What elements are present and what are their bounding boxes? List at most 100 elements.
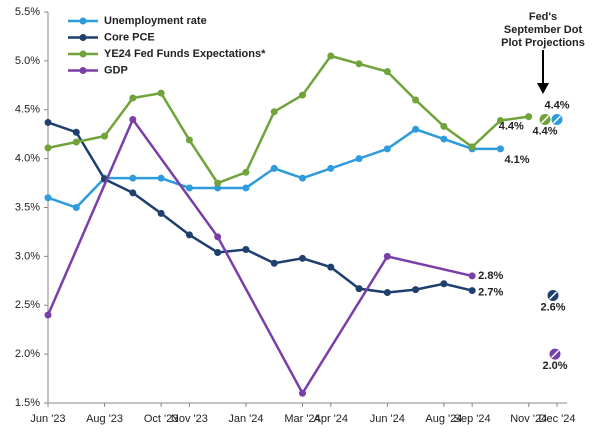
- series-line: [47, 54, 529, 185]
- data-point: [270, 164, 278, 172]
- data-point: [214, 184, 222, 192]
- data-point: [299, 389, 306, 397]
- x-tick-label: Nov '23: [171, 413, 208, 425]
- data-point: [496, 117, 504, 125]
- y-tick-label: 5.5%: [15, 6, 40, 18]
- data-point: [299, 174, 306, 182]
- data-point: [157, 174, 165, 182]
- data-point: [525, 113, 533, 121]
- projection-hatch: [548, 291, 558, 300]
- data-point: [270, 108, 278, 116]
- data-point: [129, 189, 137, 197]
- data-point: [383, 145, 391, 153]
- data-point: [214, 233, 222, 241]
- data-point: [185, 136, 193, 144]
- data-point: [214, 248, 222, 256]
- legend-label: GDP: [104, 64, 128, 76]
- y-tick-label: 3.5%: [15, 201, 40, 213]
- data-point: [468, 272, 476, 280]
- data-point: [44, 194, 52, 202]
- data-point: [496, 145, 504, 153]
- data-point: [157, 209, 165, 217]
- x-tick-label: Dec '24: [539, 413, 576, 425]
- data-point: [383, 289, 391, 297]
- legend-label: Core PCE: [104, 31, 155, 43]
- data-point: [383, 68, 391, 76]
- projection-label: 2.6%: [540, 301, 565, 313]
- projection-hatch: [540, 115, 550, 124]
- data-point: [44, 144, 52, 152]
- annotation-arrowhead: [537, 83, 549, 94]
- series-line: [46, 117, 473, 396]
- data-point: [327, 263, 335, 271]
- data-point: [468, 143, 476, 151]
- data-point: [299, 91, 306, 99]
- projection-label: 4.4%: [544, 99, 569, 111]
- data-point: [72, 128, 80, 136]
- data-point: [440, 280, 448, 288]
- data-point: [412, 125, 420, 133]
- data-point: [185, 231, 193, 239]
- end-label: 2.8%: [478, 270, 503, 282]
- x-tick-label: Oct '23: [144, 413, 179, 425]
- data-point: [383, 252, 391, 260]
- data-point: [327, 52, 335, 60]
- data-point: [242, 246, 250, 254]
- x-tick-label: Sep '24: [454, 413, 491, 425]
- data-point: [355, 155, 363, 163]
- data-point: [440, 135, 448, 143]
- projection-hatch: [552, 115, 562, 124]
- data-point: [129, 94, 137, 102]
- end-label: 2.7%: [478, 286, 503, 298]
- x-tick-label: Aug '24: [425, 413, 462, 425]
- data-point: [129, 116, 137, 124]
- data-point: [412, 286, 420, 294]
- data-point: [157, 89, 165, 97]
- y-tick-label: 2.5%: [15, 299, 40, 311]
- data-point: [44, 118, 52, 126]
- data-point: [129, 174, 137, 182]
- data-point: [270, 259, 278, 267]
- series-line: [47, 121, 473, 294]
- x-tick-label: Jan '24: [228, 413, 263, 425]
- projection-label: 4.4%: [532, 125, 557, 137]
- legend-marker: [79, 34, 87, 41]
- y-tick-label: 2.0%: [15, 348, 40, 360]
- x-tick-label: Aug '23: [86, 413, 123, 425]
- data-point: [355, 60, 363, 68]
- x-tick-label: Apr '24: [314, 413, 349, 425]
- y-tick-label: 3.0%: [15, 250, 40, 262]
- end-label: 4.4%: [499, 120, 524, 132]
- x-tick-label: Jun '24: [370, 413, 405, 425]
- legend-marker: [79, 67, 87, 74]
- x-tick-label: Nov '24: [510, 413, 547, 425]
- data-point: [101, 132, 109, 140]
- data-point: [468, 287, 476, 295]
- data-point: [44, 311, 52, 319]
- data-point: [72, 138, 80, 146]
- x-tick-label: Mar '24: [284, 413, 320, 425]
- data-point: [327, 164, 335, 172]
- legend-label: Unemployment rate: [104, 15, 207, 27]
- data-point: [185, 184, 193, 192]
- y-tick-label: 1.5%: [15, 397, 40, 409]
- data-point: [242, 184, 250, 192]
- data-point: [355, 285, 363, 293]
- annotation: Fed's September Dot Plot Projections: [501, 11, 585, 49]
- legend-marker: [79, 17, 87, 25]
- legend-marker: [79, 50, 87, 58]
- projection-label: 2.0%: [542, 360, 567, 372]
- data-point: [242, 168, 250, 176]
- y-tick-label: 4.5%: [15, 104, 40, 116]
- projection-hatch: [550, 350, 560, 359]
- y-tick-label: 4.0%: [15, 153, 40, 165]
- x-tick-label: Jun '23: [30, 413, 65, 425]
- data-point: [299, 254, 306, 262]
- data-point: [214, 179, 222, 187]
- legend-label: YE24 Fed Funds Expectations*: [104, 48, 266, 60]
- y-tick-label: 5.0%: [15, 55, 40, 67]
- data-point: [72, 204, 80, 211]
- end-label: 4.1%: [504, 154, 529, 166]
